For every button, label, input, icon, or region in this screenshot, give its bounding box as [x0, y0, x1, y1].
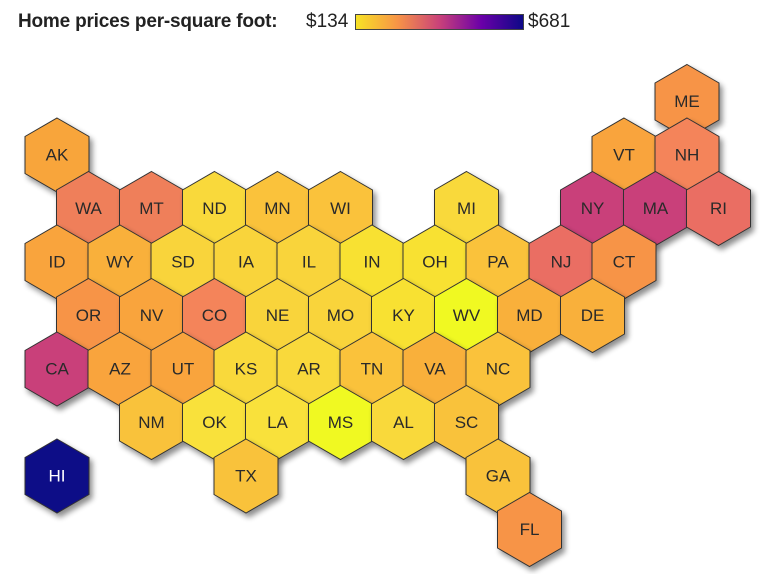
state-hex-sd: SD — [150, 224, 216, 300]
state-label: MT — [139, 199, 164, 218]
state-hex-pa: PA — [465, 224, 531, 300]
state-hex-ct: CT — [591, 224, 657, 300]
state-label: KY — [392, 306, 415, 325]
state-label: NE — [266, 306, 290, 325]
state-label: MI — [457, 199, 476, 218]
state-hex-wa: WA — [56, 170, 121, 247]
state-label: HI — [49, 467, 66, 486]
legend-title: Home prices per-square foot: — [18, 11, 278, 32]
state-hex-wy: WY — [87, 224, 153, 300]
state-hex-me: ME — [654, 63, 720, 140]
state-label: MN — [264, 199, 290, 218]
state-hex-ms: MS — [308, 384, 373, 461]
state-label: MO — [327, 306, 354, 325]
legend-gradient-bar — [355, 14, 524, 30]
state-hex-nd: ND — [182, 170, 247, 247]
state-label: WI — [330, 199, 351, 218]
state-label: VA — [424, 360, 446, 379]
legend-min-label: $134 — [306, 11, 349, 32]
state-hex-fl: FL — [497, 491, 562, 568]
state-label: PA — [487, 253, 509, 272]
state-label: AL — [393, 413, 414, 432]
state-hex-md: MD — [497, 277, 562, 354]
state-hex-ri: RI — [686, 170, 751, 247]
state-hex-shape — [686, 170, 751, 247]
state-hex-tx: TX — [213, 438, 279, 514]
state-label: OH — [422, 253, 448, 272]
state-hex-hi: HI — [24, 438, 90, 514]
state-label: FL — [520, 520, 540, 539]
state-hex-ga: GA — [465, 438, 531, 514]
state-hex-ar: AR — [276, 331, 342, 407]
state-label: TX — [235, 467, 257, 486]
state-label: AZ — [109, 360, 131, 379]
state-label: OR — [76, 306, 102, 325]
state-label: MA — [643, 199, 669, 218]
state-label: NH — [675, 146, 700, 165]
state-label: RI — [710, 199, 727, 218]
state-label: NC — [486, 360, 511, 379]
state-label: WY — [106, 253, 133, 272]
state-label: CT — [613, 253, 636, 272]
state-label: AK — [46, 146, 69, 165]
state-label: SD — [171, 253, 195, 272]
state-hex-shape — [213, 438, 279, 514]
state-label: ND — [202, 199, 227, 218]
state-label: DE — [581, 306, 605, 325]
state-label: LA — [267, 413, 288, 432]
state-label: AR — [297, 360, 321, 379]
state-hex-shape — [560, 277, 625, 354]
state-label: CO — [202, 306, 228, 325]
state-hex-wv: WV — [434, 277, 499, 354]
state-label: IL — [302, 253, 316, 272]
state-hex-nv: NV — [119, 277, 184, 354]
state-hex-shape — [24, 438, 90, 514]
state-label: WA — [75, 199, 102, 218]
state-label: NY — [581, 199, 605, 218]
state-label: MS — [328, 413, 354, 432]
legend-max-label: $681 — [528, 11, 571, 32]
state-hex-nc: NC — [465, 331, 531, 407]
state-label: ID — [49, 253, 66, 272]
state-label: UT — [172, 360, 195, 379]
state-label: ME — [674, 92, 700, 111]
state-label: NJ — [551, 253, 572, 272]
state-label: TN — [361, 360, 384, 379]
state-label: VT — [613, 146, 635, 165]
state-hex-nj: NJ — [528, 224, 594, 300]
state-label: MD — [516, 306, 542, 325]
state-label: WV — [453, 306, 481, 325]
state-hex-shape — [497, 491, 562, 568]
state-label: NV — [140, 306, 164, 325]
state-hex-de: DE — [560, 277, 625, 354]
state-label: IN — [364, 253, 381, 272]
state-label: SC — [455, 413, 479, 432]
state-label: CA — [45, 360, 69, 379]
state-label: OK — [202, 413, 227, 432]
state-hex-mt: MT — [119, 170, 184, 247]
state-label: NM — [138, 413, 164, 432]
state-label: GA — [486, 467, 511, 486]
state-hex-va: VA — [402, 331, 468, 407]
state-hex-al: AL — [371, 384, 436, 461]
state-label: IA — [238, 253, 255, 272]
state-label: KS — [235, 360, 258, 379]
